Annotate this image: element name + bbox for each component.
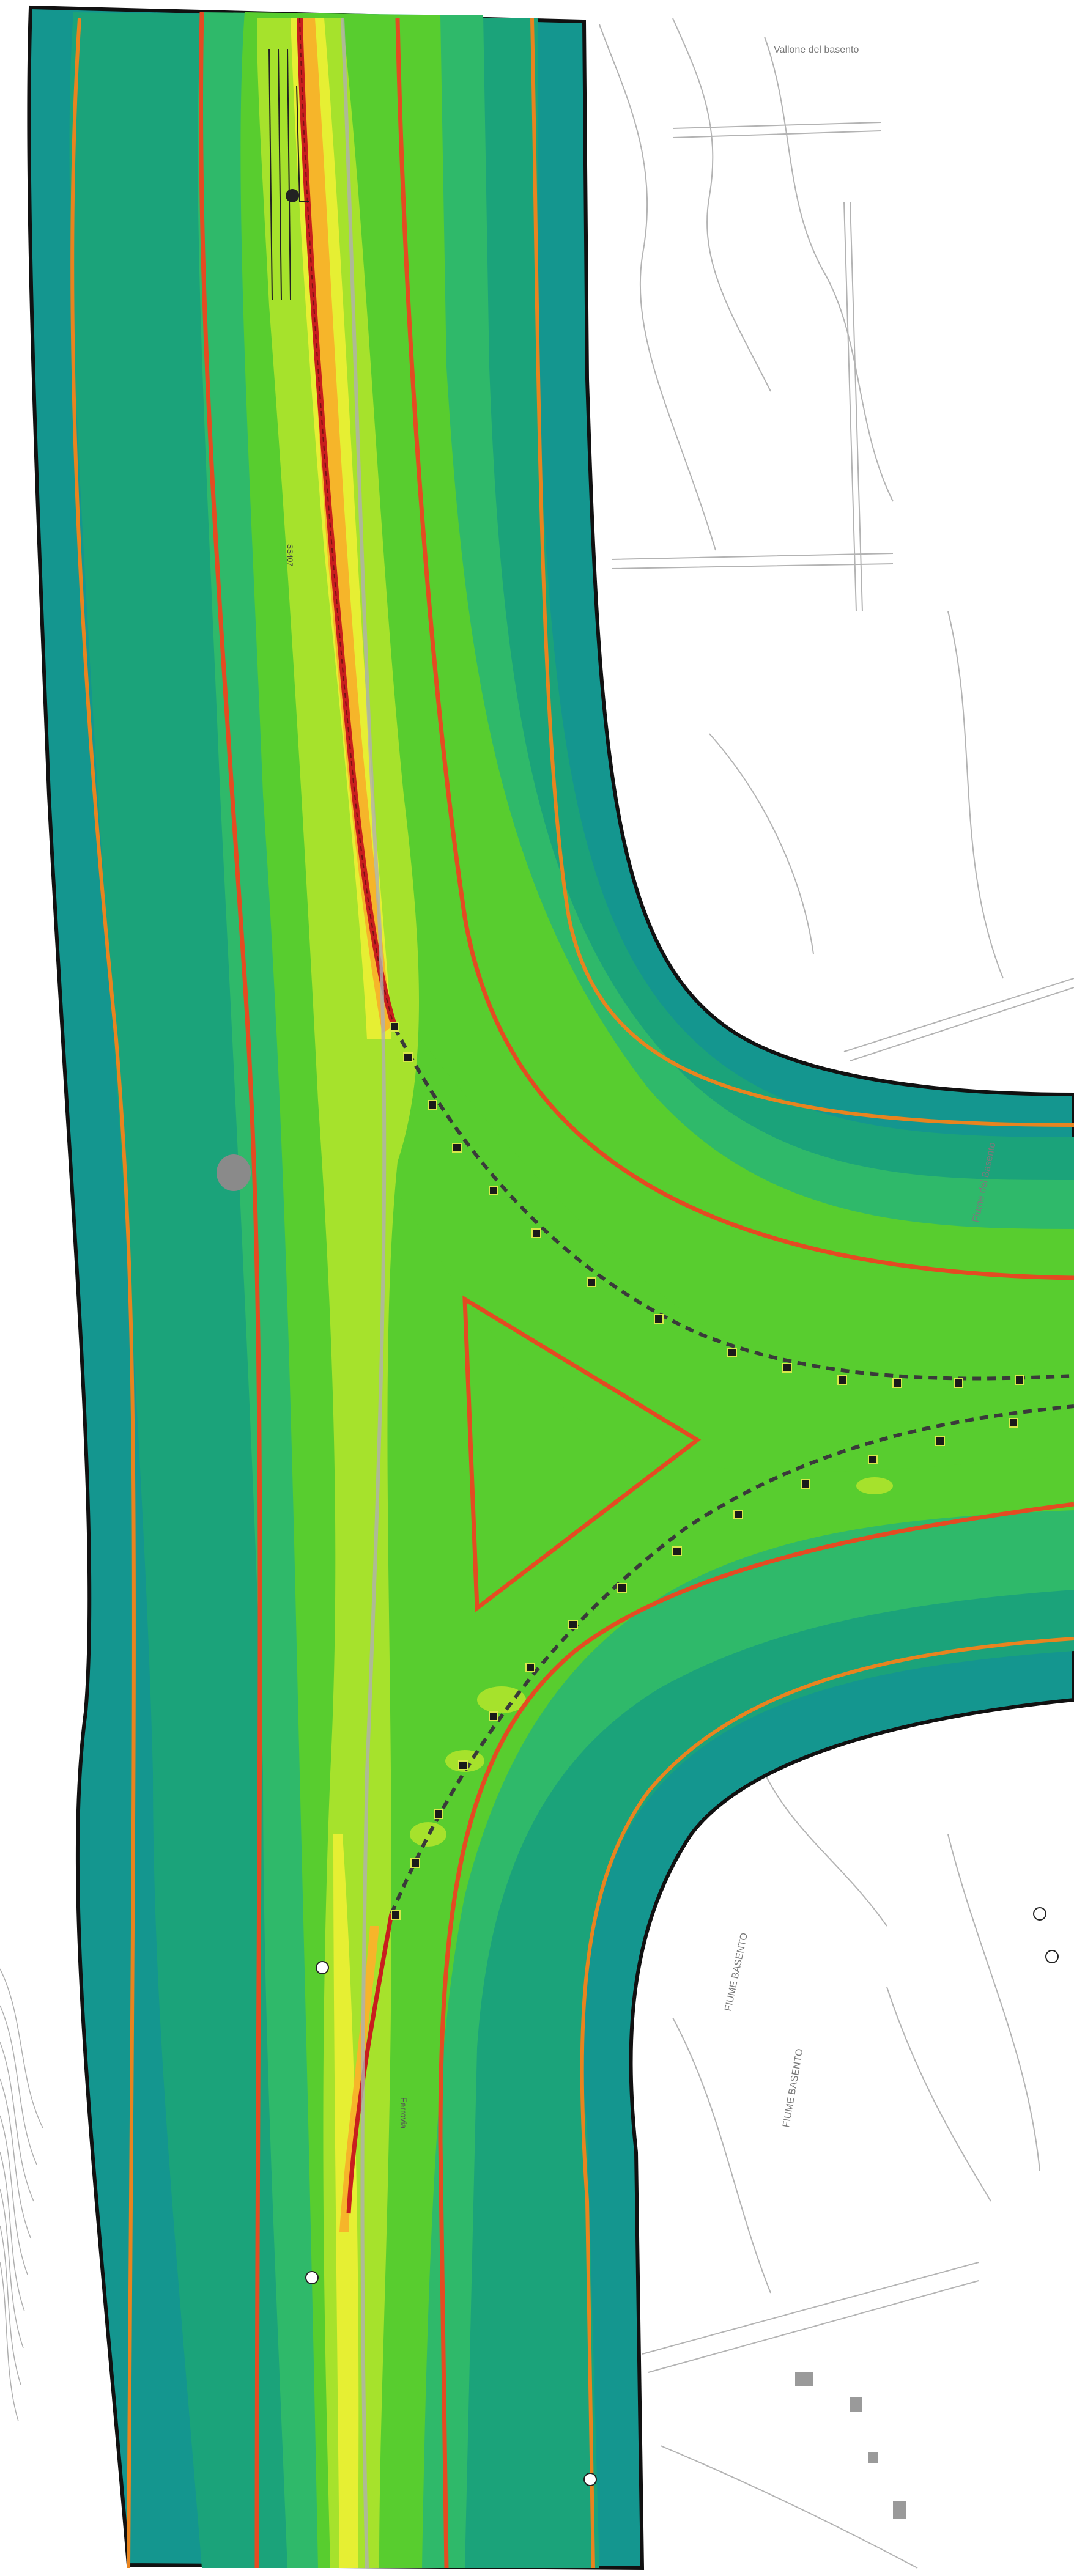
iso-contours-red [198,12,1074,2569]
label-vallone: Vallone del basento [774,45,859,55]
receptor-symbols [305,1907,1059,2486]
service-road [341,18,387,2569]
noise-band-4-lobe [398,1009,1074,1472]
label-fiume-basento-1: FIUME BASENTO [723,1932,750,2012]
building-patch [217,1154,251,1191]
rail-markers [390,1022,1024,1920]
base-cartography [599,18,1074,2569]
terrain-contours-left [0,1968,43,2422]
rail-branch-upper [393,1026,1074,1381]
label-rail: Ferrovia [399,2097,409,2129]
label-road-code: SS407 [286,544,294,566]
railway-upper [297,18,398,1028]
noise-band-5-patches [410,1477,893,1847]
buildings-lower-right [795,2372,906,2519]
label-fiume-basento-2: FIUME BASENTO [781,2048,805,2128]
triangle-contour [462,1295,702,1612]
railway-lower [346,1913,394,2214]
station-tracks [268,48,309,300]
iso-contours-orange [70,18,1074,2569]
